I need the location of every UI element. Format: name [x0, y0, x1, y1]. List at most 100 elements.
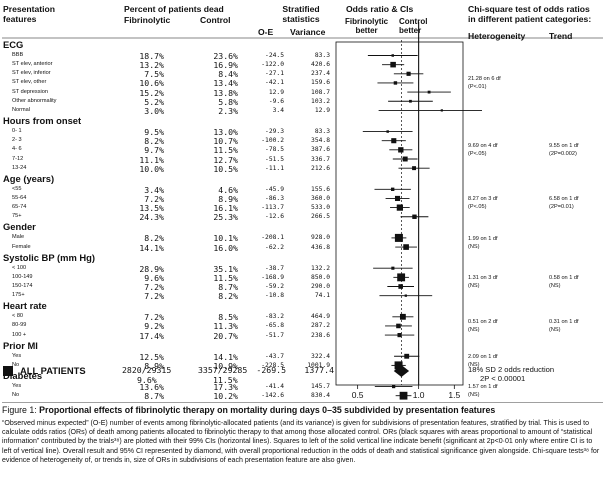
ctl-pct-cell: 13.4% — [213, 78, 238, 89]
variance-cell: 155.6 — [311, 185, 330, 193]
or-square — [391, 266, 395, 270]
ctl-pct-cell: 8.4% — [218, 69, 238, 80]
or-square — [412, 166, 417, 171]
fib-pct-cell: 7.2% — [144, 312, 164, 323]
oe-cell: -122.0 — [261, 61, 284, 69]
heterogeneity-stat: (NS) — [468, 327, 480, 334]
or-square — [391, 138, 397, 144]
fib-pct-cell: 8.9% — [144, 360, 164, 371]
trend-stat: (NS) — [549, 283, 561, 289]
heterogeneity-stat: 8.27 on 3 df — [468, 196, 498, 203]
stratified-header: Stratified statistics — [255, 4, 347, 24]
control-header: Control — [200, 15, 231, 25]
or-square — [391, 54, 394, 57]
variance-cell: 850.0 — [311, 273, 330, 281]
stratified-header-line1: Stratified — [282, 4, 320, 14]
or-square — [390, 61, 396, 68]
ctl-pct-cell: 13.8% — [213, 87, 238, 98]
row-label: Female — [12, 243, 31, 250]
or-square — [399, 391, 408, 400]
oe-cell: -27.1 — [265, 70, 284, 78]
row-label: 80-99 — [12, 322, 27, 329]
ctl-pct-cell: 14.1% — [213, 351, 238, 362]
ctl-pct-cell: 5.8% — [218, 96, 238, 107]
overall-reduction: 18% SD 2 odds reduction — [468, 365, 555, 374]
group-label: Age (years) — [3, 172, 55, 184]
oe-cell: -100.2 — [261, 137, 284, 145]
row-label: 55-64 — [12, 194, 27, 201]
oe-cell: 12.9 — [268, 88, 284, 96]
variance-header: Variance — [290, 27, 326, 37]
fib-pct-cell: 7.5% — [144, 69, 164, 80]
or-square — [404, 294, 407, 297]
trend-stat: (2P=0.01) — [549, 204, 574, 211]
row-label: 100-149 — [12, 273, 33, 280]
heterogeneity-stat: (NS) — [468, 243, 480, 250]
oe-cell: -228.5 — [261, 361, 284, 369]
row-label: <55 — [12, 185, 22, 192]
group-label: Prior MI — [3, 339, 38, 351]
trend-stat: (2P=0.002) — [549, 150, 577, 157]
fib-pct-cell: 13.5% — [139, 203, 164, 214]
or-square — [396, 323, 401, 329]
chi-square-header: Chi-square test of odds ratios in differ… — [468, 4, 591, 24]
ctl-pct-cell: 11.3% — [213, 321, 238, 332]
variance-cell: 830.4 — [311, 392, 330, 400]
row-label: 7-12 — [12, 155, 24, 162]
ctl-pct-cell: 16.0% — [213, 242, 238, 253]
caption-title: Proportional effects of fibrinolytic the… — [39, 405, 496, 415]
oe-cell: -42.1 — [265, 79, 284, 87]
fib-pct-cell: 8.2% — [144, 136, 164, 147]
ctl-pct-cell: 10.9% — [213, 360, 238, 371]
heterogeneity-stat: (P<.05) — [468, 150, 487, 157]
overall-significance: 2P < 0.00001 — [480, 374, 526, 383]
oe-cell: -10.8 — [265, 292, 284, 300]
row-label: Normal — [12, 106, 31, 113]
ctl-better-line1: Control — [399, 17, 428, 26]
fib-pct-cell: 15.2% — [139, 87, 164, 98]
fib-pct-cell: 10.6% — [139, 78, 164, 89]
or-square — [427, 90, 431, 94]
ctl-pct-cell: 11.5% — [213, 272, 238, 283]
row-label: Yes — [12, 383, 22, 390]
oe-cell: -78.5 — [265, 146, 284, 154]
variance-cell: 464.9 — [311, 313, 330, 321]
variance-cell: 74.1 — [314, 292, 330, 300]
fib-pct-cell: 13.6% — [139, 382, 164, 393]
trend-stat: 9.55 on 1 df — [549, 142, 579, 149]
trend-stat: 0.58 on 1 df — [549, 275, 579, 281]
row-label: 0- 1 — [12, 128, 22, 135]
ctl-pct-cell: 8.9% — [218, 193, 238, 204]
all-ctl-pct: 11.5% — [213, 375, 238, 385]
figure-caption: Figure 1: Proportional effects of fibrin… — [2, 405, 602, 415]
variance-cell: 108.7 — [311, 88, 330, 96]
or-square — [398, 284, 403, 289]
ctl-pct-cell: 2.3% — [218, 105, 238, 116]
variance-cell: 387.6 — [311, 146, 330, 154]
axis-tick-label: 1.5 — [448, 390, 460, 400]
or-square — [406, 71, 411, 76]
heterogeneity-stat: 2.09 on 1 df — [468, 353, 498, 360]
oe-cell: -59.2 — [265, 283, 284, 290]
or-square — [392, 384, 396, 389]
fib-pct-cell: 3.4% — [144, 184, 164, 195]
ctl-pct-cell: 12.7% — [213, 154, 238, 165]
oe-header: O-E — [258, 27, 274, 37]
ctl-pct-cell: 10.1% — [213, 233, 238, 244]
oe-cell: -113.7 — [261, 204, 284, 212]
or-square — [397, 333, 402, 338]
variance-cell: 12.9 — [314, 106, 330, 114]
fib-better-label: Fibrinolytic better — [345, 17, 388, 35]
all-oe: -269.5 — [256, 365, 286, 375]
fib-pct-cell: 7.2% — [144, 193, 164, 204]
group-label: Heart rate — [3, 300, 47, 312]
ctl-pct-cell: 23.6% — [213, 51, 238, 61]
oe-cell: -43.7 — [265, 352, 284, 360]
row-label: No — [12, 392, 20, 399]
row-label: Other abnormality — [12, 97, 57, 104]
or-square — [394, 195, 401, 202]
fibrinolytic-header: Fibrinolytic — [124, 15, 171, 25]
group-label: Hours from onset — [3, 115, 82, 127]
oe-cell: -41.4 — [265, 383, 284, 391]
row-label: No — [12, 361, 20, 368]
